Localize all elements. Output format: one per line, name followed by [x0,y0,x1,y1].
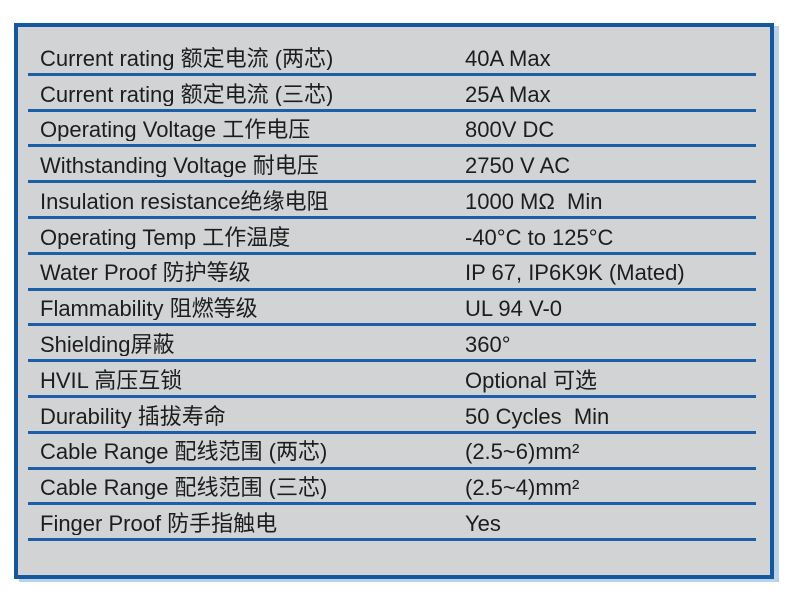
spec-label: Water Proof 防护等级 [40,261,251,285]
spec-label: Operating Temp 工作温度 [40,225,291,249]
spec-label: HVIL 高压互锁 [40,368,183,392]
spec-label: Current rating 额定电流 (两芯) [40,46,334,70]
table-row: Durability 插拔寿命 50 Cycles Min [28,398,756,434]
spec-value: 25A Max [465,81,551,107]
table-row: Shielding屏蔽 360° [28,326,756,363]
spec-value: 1000 MΩ Min [465,188,603,214]
spec-label: Durability 插拔寿命 [40,404,226,428]
table-row: Operating Temp 工作温度 -40°C to 125°C [28,219,756,255]
spec-value: UL 94 V-0 [465,296,563,322]
spec-value: 2750 V AC [465,153,571,179]
spec-value: Optional 可选 [465,367,598,393]
spec-label: Flammability 阻燃等级 [40,297,258,321]
spec-label: Cable Range 配线范围 (两芯) [40,440,328,464]
spec-rows: Current rating 额定电流 (两芯) 40A Max Current… [18,27,770,542]
spec-value: 800V DC [465,117,555,143]
table-row: HVIL 高压互锁 Optional 可选 [28,362,756,398]
spec-label: Cable Range 配线范围 (三芯) [40,476,328,500]
table-row: Withstanding Voltage 耐电压 2750 V AC [28,147,756,184]
spec-label: Shielding屏蔽 [40,333,175,357]
spec-value: -40°C to 125°C [465,224,614,250]
spec-value: 40A Max [465,45,551,71]
spec-label: Insulation resistance绝缘电阻 [40,189,329,213]
spec-value: (2.5~6)mm² [465,439,580,465]
spec-value: Yes [465,511,501,537]
table-row: Insulation resistance绝缘电阻 1000 MΩ Min [28,183,756,219]
table-row: Current rating 额定电流 (两芯) 40A Max [28,40,756,76]
spec-value: (2.5~4)mm² [465,475,580,501]
spec-label: Operating Voltage 工作电压 [40,118,311,142]
spec-table: Current rating 额定电流 (两芯) 40A Max Current… [14,23,774,579]
spec-value: IP 67, IP6K9K (Mated) [465,260,685,286]
table-row: Flammability 阻燃等级 UL 94 V-0 [28,291,756,327]
spec-value: 50 Cycles Min [465,403,610,429]
table-row: Cable Range 配线范围 (三芯) (2.5~4)mm² [28,470,756,506]
spec-label: Withstanding Voltage 耐电压 [40,154,319,178]
spec-label: Current rating 额定电流 (三芯) [40,82,334,106]
spec-value: 360° [465,332,511,358]
table-row: Cable Range 配线范围 (两芯) (2.5~6)mm² [28,434,756,470]
table-row: Finger Proof 防手指触电 Yes [28,505,756,542]
table-row: Operating Voltage 工作电压 800V DC [28,112,756,148]
table-row: Water Proof 防护等级 IP 67, IP6K9K (Mated) [28,255,756,291]
spec-label: Finger Proof 防手指触电 [40,512,278,536]
table-row: Current rating 额定电流 (三芯) 25A Max [28,76,756,112]
